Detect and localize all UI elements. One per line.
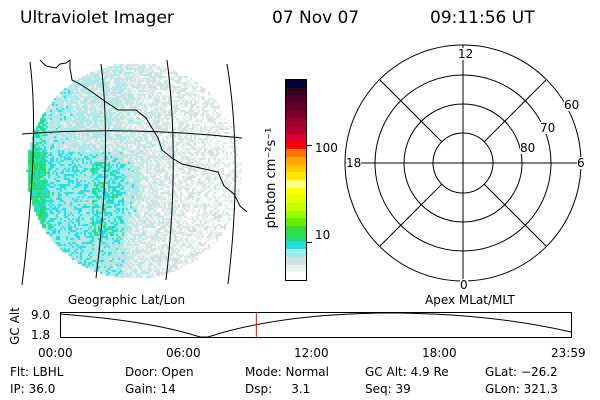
colorbar-band	[286, 256, 306, 265]
colorbar-band	[286, 80, 306, 88]
colorbar-band	[286, 133, 306, 142]
colorbar-band	[286, 141, 306, 150]
colorbar-band	[286, 264, 306, 273]
colorbar-band	[286, 210, 306, 219]
colorbar-band	[286, 272, 306, 280]
colorbar-band	[286, 126, 306, 134]
colorbar-band	[286, 218, 306, 227]
apex-label: Apex MLat/MLT	[425, 293, 515, 307]
colorbar-unit-label: photon cm⁻²s⁻¹	[264, 127, 279, 229]
colorbar-ticks	[306, 79, 312, 281]
date-label: 07 Nov 07	[272, 8, 360, 28]
polar-label-12: 12	[458, 47, 474, 61]
colorbar-band	[286, 226, 306, 234]
colorbar-band	[286, 156, 306, 165]
timeline-ylabel: GC Alt	[8, 307, 22, 345]
info-field: Seq: 39	[365, 382, 411, 396]
polar-grid	[344, 44, 582, 282]
colorbar-band	[286, 179, 306, 188]
colorbar-band	[286, 95, 306, 104]
colorbar-band	[286, 110, 306, 119]
colorbar-band	[286, 233, 306, 242]
polar-label-18: 18	[346, 156, 362, 170]
colorbar	[285, 79, 307, 281]
colorbar-band	[286, 103, 306, 111]
xtick-4: 23:59	[551, 346, 586, 360]
info-field: Mode: Normal	[245, 365, 329, 379]
info-field: Flt: LBHL	[10, 365, 64, 379]
polar-lat-60: 60	[564, 98, 580, 112]
polar-label-6: 6	[577, 156, 585, 170]
auroral-image	[0, 40, 260, 290]
colorbar-band	[286, 249, 306, 257]
colorbar-band	[286, 241, 306, 250]
info-field: Door: Open	[125, 365, 194, 379]
colorbar-band	[286, 149, 306, 157]
polar-lat-80: 80	[520, 141, 536, 155]
colorbar-band	[286, 87, 306, 96]
info-field: IP: 36.0	[10, 382, 56, 396]
xtick-1: 06:00	[166, 346, 201, 360]
info-field: Gain: 14	[125, 382, 176, 396]
xtick-0: 00:00	[38, 346, 73, 360]
colorbar-band	[286, 187, 306, 196]
instrument-title: Ultraviolet Imager	[20, 8, 174, 28]
colorbar-tick-10: 10	[315, 228, 331, 242]
geographic-label: Geographic Lat/Lon	[68, 293, 186, 307]
info-field: GLon: 321.3	[485, 382, 558, 396]
colorbar-band	[286, 195, 306, 203]
colorbar-band	[286, 118, 306, 127]
xtick-2: 12:00	[294, 346, 329, 360]
info-field: Dsp: 3.1	[245, 382, 311, 396]
polar-lat-70: 70	[540, 121, 556, 135]
altitude-timeline	[60, 312, 572, 338]
info-field: GLat: −26.2	[485, 365, 558, 379]
timeline-ymin: 1.8	[31, 328, 51, 342]
timeline-ymax: 9.0	[31, 308, 51, 322]
colorbar-band	[286, 172, 306, 180]
geographic-grid	[21, 59, 248, 286]
info-field: GC Alt: 4.9 Re	[365, 365, 449, 379]
time-label: 09:11:56 UT	[430, 8, 535, 28]
polar-label-0: 0	[460, 278, 468, 292]
colorbar-band	[286, 164, 306, 173]
xtick-3: 18:00	[422, 346, 457, 360]
colorbar-band	[286, 203, 306, 211]
colorbar-tick-100: 100	[315, 141, 338, 155]
